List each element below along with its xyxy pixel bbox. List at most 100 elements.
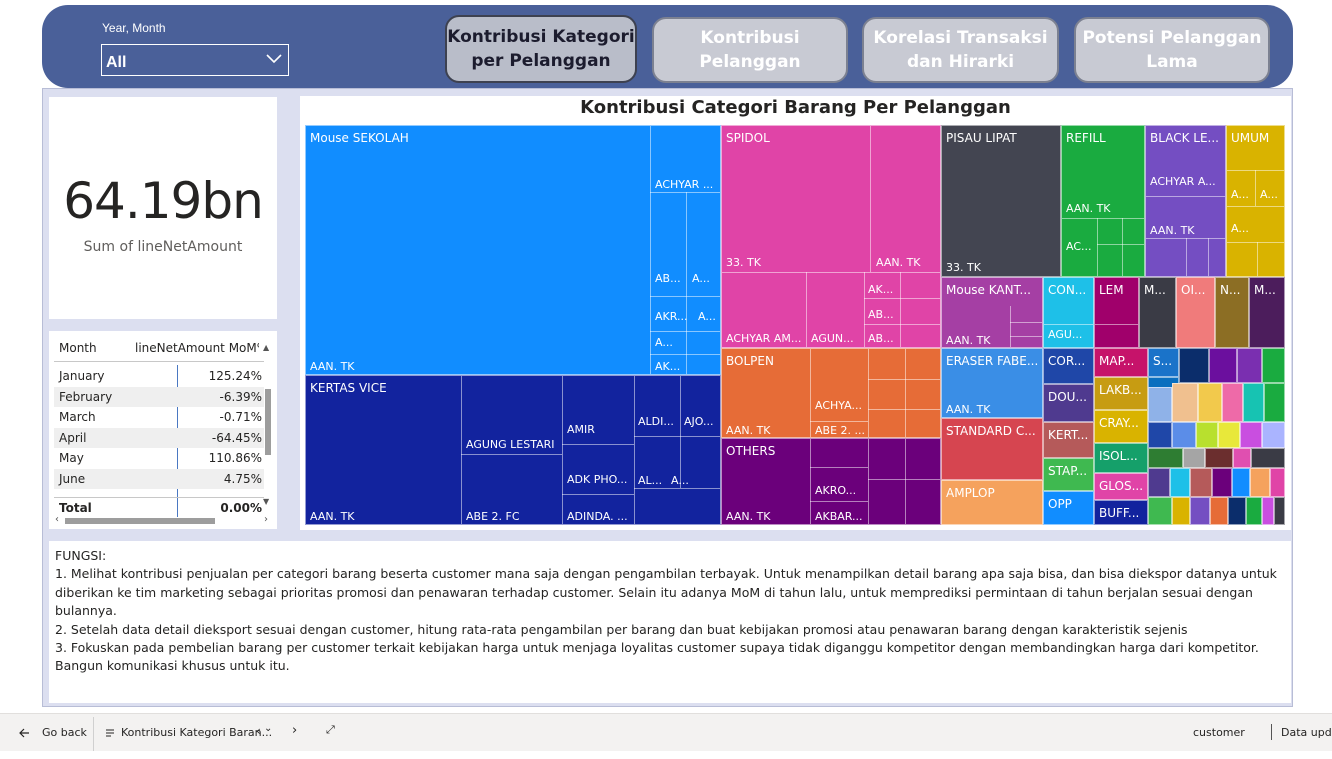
tile-mini-10[interactable] (1243, 383, 1264, 422)
tile-mini-1[interactable] (1179, 348, 1209, 383)
tile-mini-17[interactable] (1262, 422, 1285, 448)
tile-cor[interactable]: COR... (1043, 348, 1094, 384)
tile-umum[interactable]: UMUM A... A... A... (1226, 125, 1285, 277)
sub-label: 33. TK (726, 256, 761, 269)
tile-mini-27[interactable] (1232, 468, 1250, 497)
tile-mini-37[interactable] (1274, 497, 1285, 525)
chevron-down-icon[interactable]: ⌄ (264, 723, 273, 734)
page-list-icon[interactable] (105, 728, 115, 738)
tile-lakb[interactable]: LAKB... (1094, 377, 1148, 410)
tile-kert[interactable]: KERT... (1043, 422, 1094, 458)
tile-cray[interactable]: CRAY... (1094, 410, 1148, 443)
scroll-up-icon[interactable]: ▲ (263, 343, 270, 352)
tile-mini-35[interactable] (1246, 497, 1262, 525)
tile-mini-34[interactable] (1228, 497, 1246, 525)
tile-eraser-fabe[interactable]: ERASER FABE... AAN. TK (941, 348, 1043, 418)
tile-mini-2[interactable] (1209, 348, 1237, 383)
column-header-month[interactable]: Month (59, 341, 97, 355)
scroll-right-icon[interactable]: › (264, 514, 268, 525)
nav-button-korelasi-transaksi[interactable]: Korelasi Transaksi dan Hirarki (862, 17, 1059, 83)
tile-mini-19[interactable] (1183, 448, 1205, 468)
kpi-card[interactable]: 64.19bn Sum of lineNetAmount (49, 97, 277, 319)
tile-mini-36[interactable] (1262, 497, 1274, 525)
mom-table[interactable]: Month lineNetAmount MoM% January 125.24% … (49, 331, 277, 529)
tile-mouse-kant[interactable]: Mouse KANT... AAN. TK (941, 277, 1043, 348)
tile-stap[interactable]: STAP... (1043, 458, 1094, 491)
back-arrow-icon[interactable] (18, 727, 30, 739)
tile-m1[interactable]: M... (1139, 277, 1176, 348)
table-row[interactable]: February -6.39% (54, 386, 264, 407)
tile-mini-13[interactable] (1172, 422, 1196, 448)
tile-mini-25[interactable] (1190, 468, 1212, 497)
tile-kertas-vice[interactable]: KERTAS VICE AGUNG LESTARI AMIR ALDI... A… (305, 375, 721, 525)
tile-mini-9[interactable] (1222, 383, 1243, 422)
tile-mini-30[interactable] (1148, 497, 1172, 525)
nav-button-kontribusi-kategori[interactable]: Kontribusi Kategori per Pelanggan (445, 15, 637, 83)
column-header-mom[interactable]: lineNetAmount MoM% (135, 341, 259, 355)
collapse-icon[interactable]: ⤢ (326, 723, 335, 736)
tile-standard-c[interactable]: STANDARD C... (941, 418, 1043, 480)
tile-map[interactable]: MAP... (1094, 348, 1148, 377)
tile-s[interactable]: S... (1148, 348, 1179, 377)
tile-mini-14[interactable] (1196, 422, 1218, 448)
tile-mini-23[interactable] (1148, 468, 1170, 497)
go-back-button[interactable]: Go back (42, 726, 87, 739)
tile-dou[interactable]: DOU... (1043, 384, 1094, 422)
tile-mini-15[interactable] (1218, 422, 1240, 448)
scroll-down-icon[interactable]: ▼ (263, 497, 270, 506)
tile-m2[interactable]: M... (1249, 277, 1285, 348)
vertical-scrollbar[interactable] (265, 389, 271, 455)
tile-mini-12[interactable] (1148, 422, 1172, 448)
tile-mini-18[interactable] (1148, 448, 1183, 468)
table-row[interactable]: March -0.71% (54, 407, 264, 428)
tile-mini-29[interactable] (1270, 468, 1285, 497)
tile-mini-20[interactable] (1205, 448, 1233, 468)
tile-lem[interactable]: LEM (1094, 277, 1139, 348)
tile-mini-33[interactable] (1210, 497, 1228, 525)
tile-mini-26[interactable] (1212, 468, 1232, 497)
tile-amplop[interactable]: AMPLOP (941, 480, 1043, 525)
tile-isol[interactable]: ISOL... (1094, 443, 1148, 473)
table-row[interactable]: April -64.45% (54, 427, 264, 448)
tile-others[interactable]: OTHERS AAN. TK AKRO... AKBAR... (721, 438, 941, 525)
tile-mini-32[interactable] (1190, 497, 1210, 525)
tile-mini-3[interactable] (1237, 348, 1262, 383)
page-nav-prev-icon[interactable]: ‹ (256, 724, 261, 738)
nav-button-potensi-pelanggan[interactable]: Potensi Pelanggan Lama (1074, 17, 1270, 83)
table-row[interactable]: January 125.24% (54, 366, 264, 387)
filter-customer-label[interactable]: customer (1193, 726, 1245, 739)
tile-mini-31[interactable] (1172, 497, 1190, 525)
horizontal-scrollbar[interactable] (65, 518, 215, 524)
nav-button-kontribusi-pelanggan[interactable]: Kontribusi Pelanggan (652, 17, 848, 83)
page-nav-next-icon[interactable]: › (292, 723, 298, 738)
tile-refill[interactable]: REFILL AAN. TK AC... (1061, 125, 1145, 277)
tile-n[interactable]: N... (1215, 277, 1249, 348)
tile-mouse-sekolah[interactable]: Mouse SEKOLAH AAN. TK ACHYAR ... AB... A… (305, 125, 721, 375)
tile-mini-24[interactable] (1170, 468, 1190, 497)
tile-mini-22[interactable] (1251, 448, 1285, 468)
tile-glos[interactable]: GLOS... (1094, 473, 1148, 500)
year-month-slicer[interactable]: All (101, 44, 289, 76)
scroll-left-icon[interactable]: ‹ (55, 514, 59, 525)
tile-bolpen[interactable]: BOLPEN AAN. TK ACHYA... ABE 2. ... (721, 348, 941, 438)
tile-buff[interactable]: BUFF... (1094, 500, 1148, 525)
table-row[interactable]: June 4.75% (54, 468, 264, 489)
tile-oi[interactable]: OI... (1176, 277, 1215, 348)
chevron-down-icon[interactable] (265, 51, 283, 65)
tile-mini-28[interactable] (1250, 468, 1270, 497)
tile-mini-4[interactable] (1262, 348, 1285, 383)
current-page-label[interactable]: Kontribusi Kategori Baran... (121, 726, 273, 739)
treemap-visual[interactable]: Kontribusi Categori Barang Per Pelanggan… (300, 96, 1291, 530)
tile-con[interactable]: CON... AGU... (1043, 277, 1094, 348)
tile-opp[interactable]: OPP (1043, 491, 1094, 525)
tile-spidol[interactable]: SPIDOL 33. TK AAN. TK ACHYAR AM... AGUN.… (721, 125, 941, 348)
tile-black-le[interactable]: BLACK LE... ACHYAR A... AAN. TK (1145, 125, 1226, 277)
tile-mini-6[interactable] (1148, 387, 1172, 422)
tile-mini-21[interactable] (1233, 448, 1251, 468)
tile-mini-11[interactable] (1264, 383, 1285, 422)
table-row[interactable]: May 110.86% (54, 448, 264, 469)
tile-mini-8[interactable] (1198, 383, 1222, 422)
tile-pisau-lipat[interactable]: PISAU LIPAT 33. TK (941, 125, 1061, 277)
tile-mini-16[interactable] (1240, 422, 1262, 448)
tile-mini-7[interactable] (1172, 383, 1198, 422)
